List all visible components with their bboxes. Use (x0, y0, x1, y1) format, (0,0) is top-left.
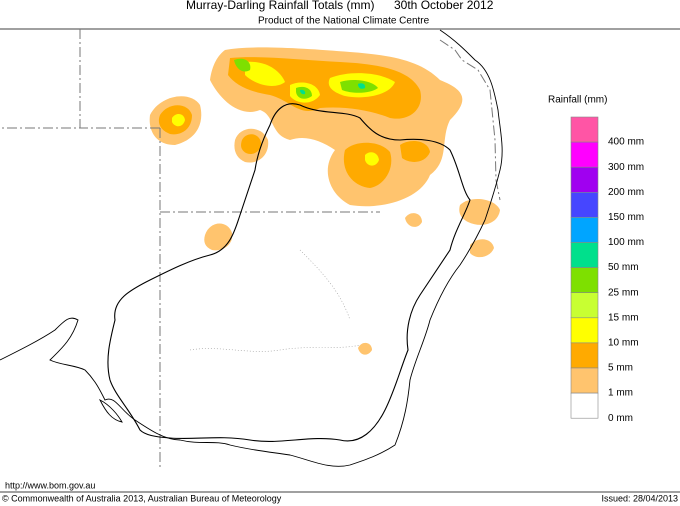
footer-url: http://www.bom.gov.au (5, 480, 95, 490)
coastline (0, 29, 503, 467)
legend-label: 25 mm (608, 287, 639, 298)
legend-label: 100 mm (608, 237, 644, 248)
map-title: Murray-Darling Rainfall Totals (mm) (186, 0, 374, 12)
legend-label: 1 mm (608, 388, 633, 399)
legend: 400 mm 300 mm 200 mm 150 mm 100 mm 50 mm 25 mm… (570, 116, 644, 424)
legend-swatch (570, 116, 599, 143)
rainfall-areas (149, 47, 500, 355)
legend-swatch (570, 217, 599, 243)
legend-swatch (570, 267, 599, 294)
legend-label: 5 mm (608, 363, 633, 374)
map-subtitle: Product of the National Climate Centre (258, 16, 430, 27)
legend-swatch (570, 392, 599, 419)
map-frame (0, 28, 680, 493)
legend-swatch (570, 242, 599, 268)
legend-swatch (570, 292, 599, 319)
basin-outline (107, 103, 471, 442)
rivers (189, 249, 361, 352)
legend-swatch (570, 141, 599, 168)
legend-title: Rainfall (mm) (548, 95, 607, 106)
legend-swatch (570, 367, 599, 394)
state-borders (0, 29, 501, 470)
legend-label: 50 mm (608, 262, 639, 273)
legend-label: 15 mm (608, 312, 639, 323)
map-date: 30th October 2012 (394, 0, 494, 12)
legend-label: 200 mm (608, 187, 644, 198)
footer-copyright: © Commonwealth of Australia 2013, Austra… (2, 493, 282, 503)
footer-issued: Issued: 28/04/2013 (601, 493, 678, 503)
legend-label: 0 mm (608, 413, 633, 424)
legend-swatch (570, 317, 599, 344)
legend-label: 400 mm (608, 137, 644, 148)
legend-swatch (570, 192, 599, 218)
legend-label: 10 mm (608, 338, 639, 349)
legend-label: 300 mm (608, 162, 644, 173)
legend-swatch (570, 166, 599, 193)
legend-label: 150 mm (608, 212, 644, 223)
legend-swatch (570, 342, 599, 369)
